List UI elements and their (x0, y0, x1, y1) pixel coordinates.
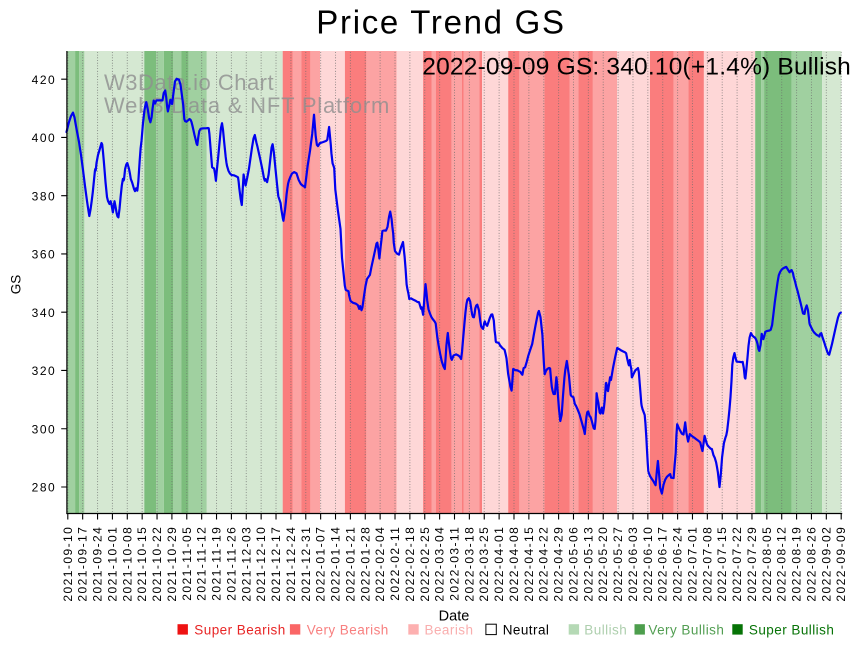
svg-text:280: 280 (32, 481, 57, 495)
svg-text:Neutral: Neutral (503, 623, 550, 638)
svg-text:2022-03-25: 2022-03-25 (477, 526, 491, 602)
svg-text:2022-09-09: 2022-09-09 (834, 526, 848, 602)
svg-text:2021-12-17: 2021-12-17 (269, 526, 283, 602)
svg-text:2021-11-19: 2021-11-19 (210, 526, 224, 601)
svg-text:Price Trend GS: Price Trend GS (316, 4, 565, 41)
svg-text:2022-09-02: 2022-09-02 (819, 526, 833, 602)
svg-text:2022-08-05: 2022-08-05 (760, 526, 774, 602)
svg-text:2022-07-29: 2022-07-29 (745, 526, 759, 602)
svg-text:2022-09-09 GS: 340.10(+1.4%) B: 2022-09-09 GS: 340.10(+1.4%) Bullish (422, 53, 851, 80)
svg-text:2022-08-26: 2022-08-26 (805, 526, 819, 602)
svg-text:2021-09-24: 2021-09-24 (91, 526, 105, 602)
svg-text:2022-04-01: 2022-04-01 (492, 526, 506, 602)
svg-text:2022-04-29: 2022-04-29 (552, 526, 566, 602)
svg-text:Bullish: Bullish (584, 623, 627, 638)
svg-text:2022-02-25: 2022-02-25 (418, 526, 432, 602)
svg-text:2022-02-11: 2022-02-11 (388, 526, 402, 601)
svg-text:2021-10-08: 2021-10-08 (120, 526, 134, 602)
svg-text:2022-02-18: 2022-02-18 (403, 526, 417, 602)
svg-text:Very Bullish: Very Bullish (648, 623, 724, 638)
svg-text:2022-06-24: 2022-06-24 (671, 526, 685, 602)
svg-text:2022-05-27: 2022-05-27 (611, 526, 625, 602)
svg-text:360: 360 (32, 248, 57, 262)
svg-text:2021-12-31: 2021-12-31 (299, 526, 313, 602)
svg-text:2022-04-08: 2022-04-08 (507, 526, 521, 602)
svg-text:2022-07-08: 2022-07-08 (700, 526, 714, 602)
svg-text:2021-12-03: 2021-12-03 (239, 526, 253, 602)
svg-text:2021-12-24: 2021-12-24 (284, 526, 298, 602)
svg-text:GS: GS (8, 275, 23, 295)
svg-text:2022-07-15: 2022-07-15 (715, 526, 729, 602)
svg-text:2022-04-15: 2022-04-15 (522, 526, 536, 602)
svg-text:2022-05-06: 2022-05-06 (567, 526, 581, 602)
svg-text:Super Bearish: Super Bearish (194, 623, 285, 638)
svg-text:2021-09-10: 2021-09-10 (61, 526, 75, 602)
svg-text:2022-08-12: 2022-08-12 (775, 526, 789, 602)
svg-text:2021-11-05: 2021-11-05 (180, 526, 194, 601)
svg-text:Bearish: Bearish (425, 623, 474, 638)
svg-text:2022-08-19: 2022-08-19 (790, 526, 804, 602)
svg-text:400: 400 (32, 131, 57, 145)
svg-text:Super Bullish: Super Bullish (749, 623, 834, 638)
svg-text:2022-05-20: 2022-05-20 (596, 526, 610, 602)
svg-text:300: 300 (32, 422, 57, 436)
svg-text:2021-10-22: 2021-10-22 (150, 526, 164, 602)
svg-text:2022-06-03: 2022-06-03 (626, 526, 640, 602)
svg-text:W3Data.io Chart: W3Data.io Chart (104, 70, 274, 95)
svg-text:2022-01-28: 2022-01-28 (358, 526, 372, 602)
svg-text:Very Bearish: Very Bearish (307, 623, 389, 638)
svg-text:2022-06-17: 2022-06-17 (656, 526, 670, 602)
svg-text:2022-03-11: 2022-03-11 (448, 526, 462, 601)
svg-text:2022-03-18: 2022-03-18 (462, 526, 476, 602)
svg-text:2021-11-26: 2021-11-26 (224, 526, 238, 601)
svg-text:380: 380 (32, 189, 57, 203)
svg-text:420: 420 (32, 73, 57, 87)
svg-text:320: 320 (32, 364, 57, 378)
svg-text:2021-12-10: 2021-12-10 (254, 526, 268, 602)
svg-text:2022-05-13: 2022-05-13 (581, 526, 595, 602)
svg-text:2022-01-14: 2022-01-14 (329, 526, 343, 602)
svg-text:2022-07-22: 2022-07-22 (730, 526, 744, 602)
svg-text:2022-02-04: 2022-02-04 (373, 526, 387, 602)
svg-text:Date: Date (439, 609, 470, 625)
svg-text:2021-10-01: 2021-10-01 (105, 526, 119, 602)
svg-text:2022-04-22: 2022-04-22 (537, 526, 551, 602)
svg-text:340: 340 (32, 306, 57, 320)
svg-text:2021-10-29: 2021-10-29 (165, 526, 179, 602)
svg-text:2021-11-12: 2021-11-12 (195, 526, 209, 601)
svg-text:2021-10-15: 2021-10-15 (135, 526, 149, 602)
svg-text:2022-03-04: 2022-03-04 (433, 526, 447, 602)
svg-text:2022-01-07: 2022-01-07 (314, 526, 328, 602)
svg-text:2022-01-21: 2022-01-21 (343, 526, 357, 602)
svg-text:2021-09-17: 2021-09-17 (76, 526, 90, 602)
svg-text:2022-06-10: 2022-06-10 (641, 526, 655, 602)
svg-text:2022-07-01: 2022-07-01 (686, 526, 700, 602)
